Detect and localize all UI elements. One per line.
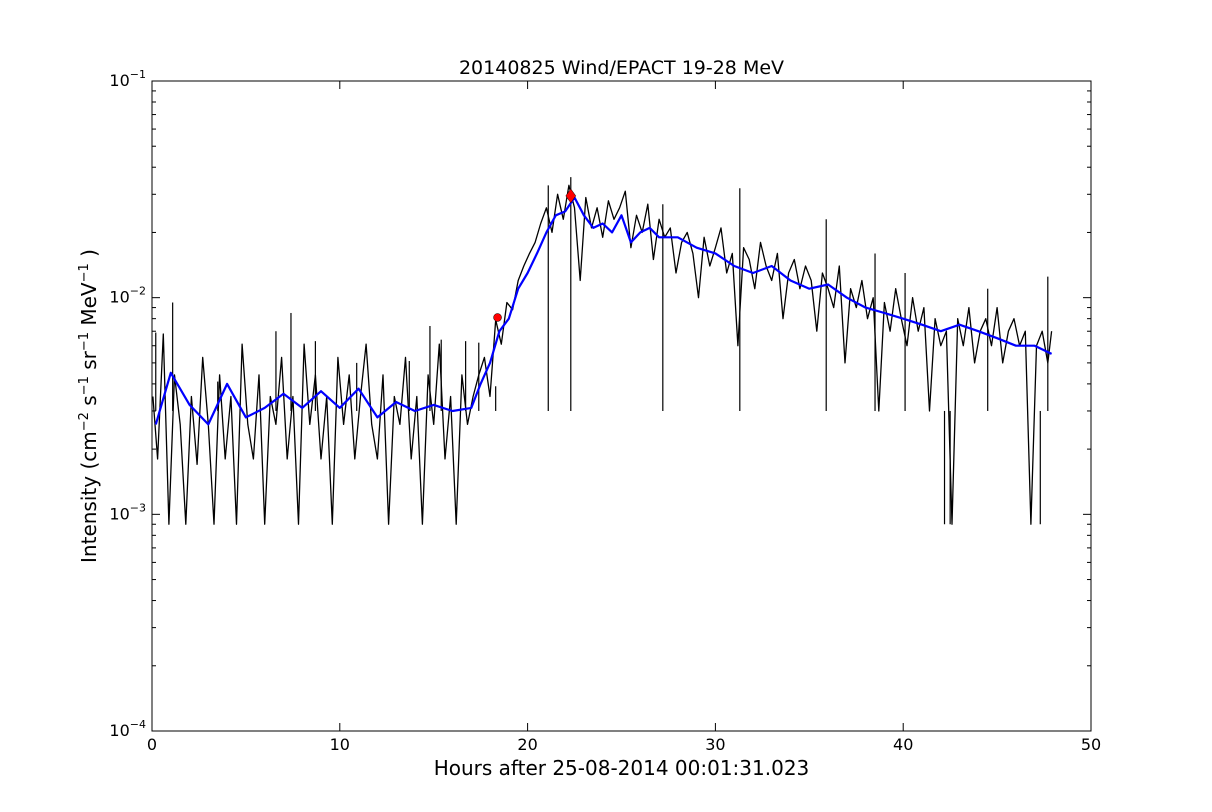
x-tick-label: 50 [1081,735,1101,754]
y-tick-base: 10 [109,288,129,307]
x-tick-label: 40 [893,735,913,754]
x-axis-label: Hours after 25-08-2014 00:01:31.023 [434,756,810,780]
x-tick-label: 0 [147,735,157,754]
series-layer [152,177,1053,525]
y-tick-exponent: −1 [130,68,146,81]
x-tick-label: 20 [517,735,537,754]
x-tick-label: 30 [705,735,725,754]
onset-marker [493,313,502,322]
peak-marker [565,188,577,204]
y-axis-label-suffix: ) [77,249,101,263]
plot-frame [151,80,1092,732]
raw-intensity-line [152,184,1053,525]
x-ticks: 0 10 20 30 40 50 [147,81,1101,754]
chart-title: 20140825 Wind/EPACT 19-28 MeV [459,57,784,79]
y-axis-label-exp2: −1 [77,376,92,395]
x-tick-label: 10 [330,735,350,754]
y-axis-label-exp4: −1 [77,263,92,282]
y-axis-label-mid2: sr [77,350,101,376]
y-tick-base: 10 [109,721,129,740]
y-tick-label: 10−3 [109,501,146,523]
y-tick-label: 10−1 [109,68,146,90]
y-tick-exponent: −4 [130,718,146,731]
y-tick-base: 10 [109,504,129,523]
y-tick-label: 10−4 [109,718,146,740]
y-tick-base: 10 [109,71,129,90]
y-tick-label: 10−2 [109,285,146,307]
smoothed-intensity-line [154,196,1053,426]
y-axis-label-exp3: −1 [77,332,92,351]
plot-area: 10−410−310−210−1 0 10 20 30 40 50 [109,68,1101,754]
y-axis-label-exp1: −2 [77,412,92,431]
y-axis-label-mid3: MeV [77,282,101,332]
y-tick-exponent: −2 [130,285,146,298]
y-axis-label-prefix: Intensity (cm [77,431,101,563]
y-tick-exponent: −3 [130,501,146,514]
y-axis-label-mid1: s [77,395,101,412]
y-axis-label: Intensity (cm−2 s−1 sr−1 MeV−1 ) [77,249,101,563]
marker-layer [493,188,577,322]
